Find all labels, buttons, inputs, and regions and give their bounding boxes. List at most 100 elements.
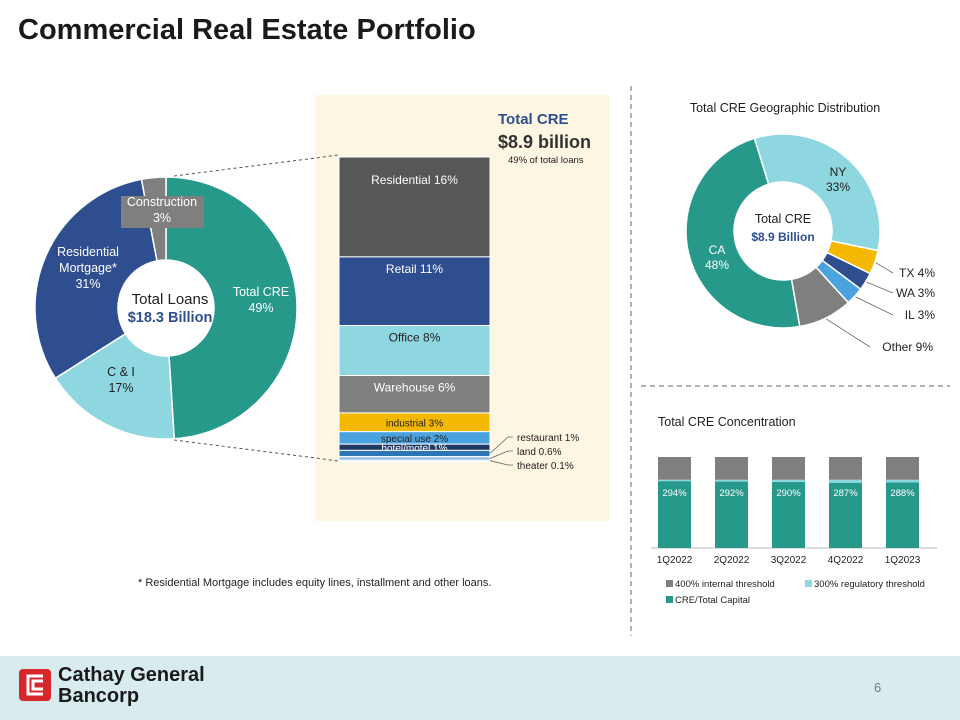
stack-label-industrial: industrial 3% [386,418,443,429]
loans-center-value: $18.3 Billion [128,310,213,326]
stack-segment-theater [338,459,491,463]
leader-line-land [489,450,513,459]
conc-tick-4q2022: 4Q2022 [828,555,864,566]
page-number: 6 [874,680,882,695]
conc-title: Total CRE Concentration [658,415,796,429]
cre-concentration-chart: Total CRE Concentration 294% 1Q2022 292% 2Q2… [651,415,937,606]
stack-label-hotel-motel: hotel/motel 1% [381,443,447,454]
leader-line-restaurant [489,436,513,454]
loans-label-line: 17% [108,381,133,395]
loans-label-total-cre: Total CRE 49% [233,285,289,315]
conc-legend-swatch-cre-total-capital [666,596,673,603]
conc-data-label-1q2023: 288% [890,488,915,499]
stack-label-warehouse: Warehouse 6% [374,380,456,394]
connector-line-top [173,154,340,177]
stack-label-restaurant: restaurant 1% [517,433,579,444]
loans-label-line: 3% [153,211,171,225]
geo-label-value: 33% [826,180,850,194]
geo-leader-wa [866,281,894,294]
loans-slice-residential-mortgage [34,178,158,380]
stack-segment-land [338,456,491,461]
stack-segment-residential [338,156,491,258]
stack-label-theater: theater 0.1% [517,461,574,472]
stack-label-residential: Residential 16% [371,173,458,187]
conc-tick-1q2022: 1Q2022 [657,555,693,566]
conc-bar-cre-4q2022 [829,482,862,548]
loans-label-line: Total CRE [233,285,289,299]
geo-label-il: IL 3% [905,308,936,322]
total-loans-donut: Total CRE 49% C & I 17% Residential Mortgage*… [34,154,340,462]
cre-title: Total CRE [498,111,569,128]
conc-bar-cre-1q2023 [886,482,919,548]
company-name-line1: Cathay General [58,664,205,686]
conc-data-label-3q2022: 290% [776,488,801,499]
conc-bar-internal-1q2022 [658,457,691,480]
conc-bar-internal-3q2022 [772,457,805,480]
connector-line-bottom [173,439,340,462]
loans-label-construction: Construction 3% [127,195,197,225]
conc-legend-cre-total-capital: CRE/Total Capital [675,595,750,606]
stack-segment-office [338,325,491,376]
footer-bar: Cathay General Bancorp 6 [0,656,960,720]
geo-label-value: 48% [705,258,729,272]
conc-tick-1q2023: 1Q2023 [885,555,921,566]
geo-slice-ca [685,137,801,329]
stack-segment-warehouse [338,374,491,414]
conc-bar-regulatory-2q2022 [715,479,748,482]
stack-label-land: land 0.6% [517,447,562,458]
loans-label-c-i: C & I 17% [107,365,135,395]
geo-label-ny: NY 33% [826,165,850,194]
stack-label-office: Office 8% [389,331,441,345]
conc-bar-internal-4q2022 [829,457,862,480]
leader-line-theater [489,460,513,466]
geo-slice-ny [753,133,881,252]
geo-leader-il [855,296,894,316]
loans-label-residential-mortgage: Residential Mortgage* 31% [57,245,119,291]
conc-data-label-1q2022: 294% [662,488,687,499]
conc-bar-internal-1q2023 [886,457,919,480]
conc-legend-swatch-300-regulatory-threshold [805,580,812,587]
conc-bar-cre-2q2022 [715,481,748,548]
page-title: Commercial Real Estate Portfolio [18,14,476,46]
conc-tick-3q2022: 3Q2022 [771,555,807,566]
loans-label-line: 49% [248,301,273,315]
geo-distribution-donut: Total CRE Geographic Distribution NY 33% TX… [685,101,936,354]
geo-label-tx: TX 4% [899,266,935,280]
loans-slice-total-cre [165,176,298,440]
geo-label-name: CA [709,243,726,257]
cre-stacked-bar: Residential 16% Retail 11% Office 8% Wareho… [338,111,591,472]
cre-total-value: $8.9 billion [498,132,591,152]
cathay-logo-icon [19,669,51,701]
conc-bar-regulatory-3q2022 [772,479,805,483]
geo-label-ca: CA 48% [705,243,729,272]
conc-bar-cre-1q2022 [658,481,691,548]
geo-label-wa: WA 3% [896,286,935,300]
loans-label-line: Mortgage* [59,261,117,275]
cre-subtitle: 49% of total loans [508,155,584,166]
construction-label-box [121,196,204,228]
company-name: Cathay General Bancorp [58,665,205,707]
loans-label-line: C & I [107,365,135,379]
geo-leader-tx [875,262,894,274]
conc-bar-cre-3q2022 [772,482,805,548]
conc-data-label-2q2022: 292% [719,488,744,499]
loans-label-line: Construction [127,195,197,209]
conc-bar-regulatory-4q2022 [829,479,862,483]
geo-leader-other [825,318,871,348]
geo-center-label: Total CRE [755,212,811,226]
loans-label-line: Residential [57,245,119,259]
conc-data-label-4q2022: 287% [833,488,858,499]
conc-legend-300-regulatory-threshold: 300% regulatory threshold [814,579,925,590]
geo-center-value: $8.9 Billion [751,230,814,244]
footnote: * Residential Mortgage includes equity l… [138,577,492,589]
conc-legend-swatch-400-internal-threshold [666,580,673,587]
stack-label-retail: Retail 11% [386,262,443,276]
conc-bar-regulatory-1q2022 [658,479,691,482]
geo-label-name: NY [830,165,847,179]
company-name-line2: Bancorp [58,685,140,707]
stack-segment-restaurant [338,449,491,458]
stack-label-special-use: special use 2% [381,434,448,445]
loans-label-line: 31% [75,277,100,291]
conc-bar-internal-2q2022 [715,457,748,480]
geo-label-other: Other 9% [882,340,933,354]
